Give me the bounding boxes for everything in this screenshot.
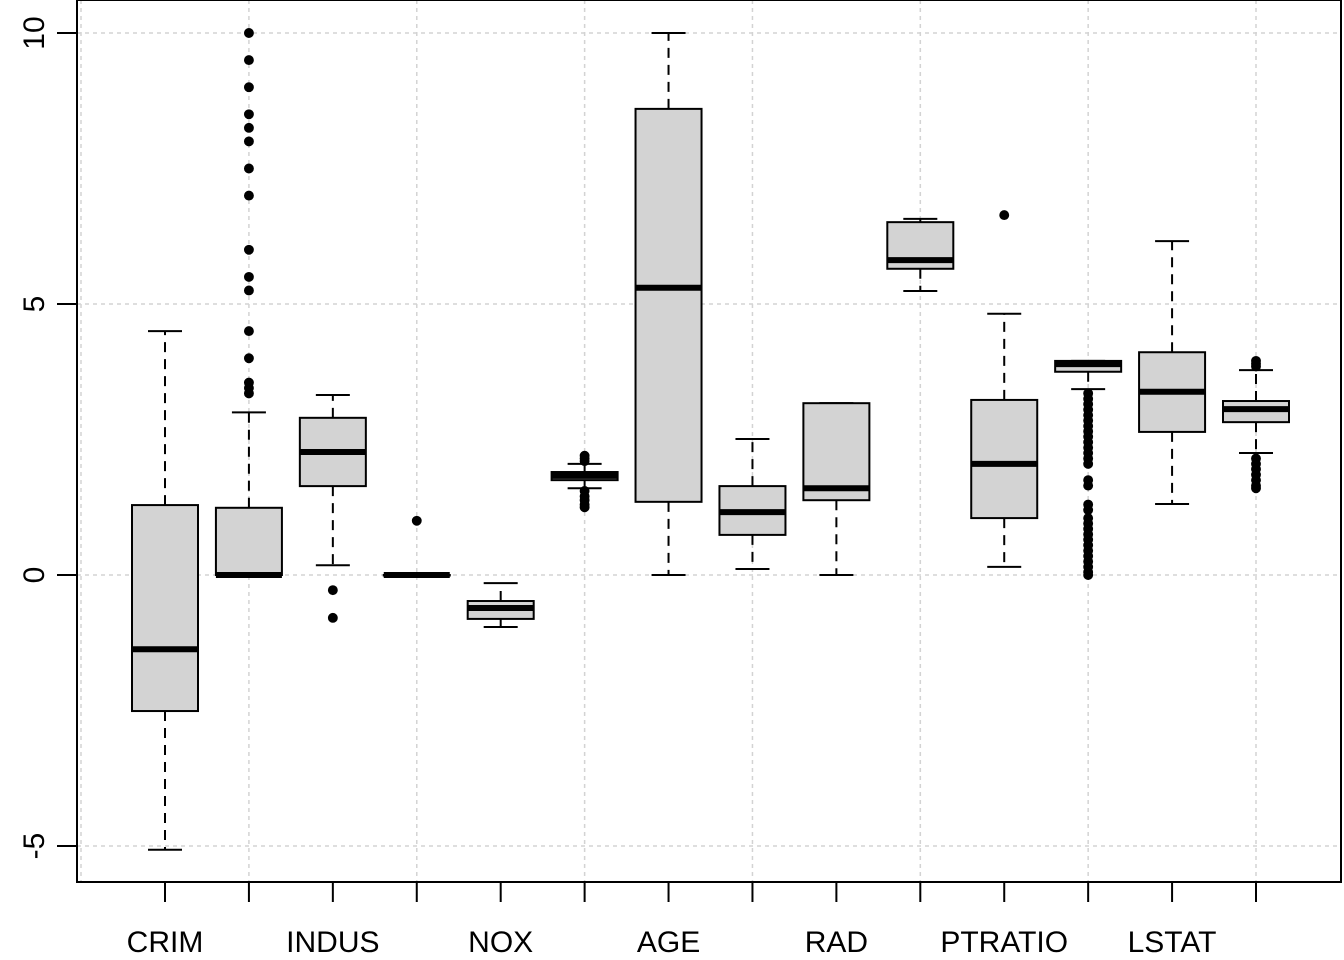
outlier-point	[243, 244, 254, 255]
y-tick-label: 5	[18, 296, 51, 313]
box-rad	[802, 402, 871, 576]
box-indus	[298, 394, 367, 623]
outlier-point	[579, 450, 590, 461]
grid	[77, 0, 1341, 882]
box-ptratio	[970, 210, 1039, 568]
x-tick-label: AGE	[637, 926, 700, 959]
box-lstat	[1138, 240, 1207, 505]
x-tick-label: RAD	[805, 926, 868, 959]
x-tick-label: LSTAT	[1128, 926, 1217, 959]
box-zn	[214, 28, 283, 578]
box-nox	[466, 582, 535, 629]
y-tick-label: 10	[18, 16, 51, 49]
outlier-point	[327, 612, 338, 623]
outlier-point	[243, 136, 254, 147]
outlier-point	[411, 515, 422, 526]
outlier-point	[243, 55, 254, 66]
box-crim	[131, 330, 199, 851]
outlier-point	[1083, 570, 1094, 580]
box-iqr	[131, 504, 199, 713]
box-chas	[382, 515, 451, 578]
box-iqr	[970, 398, 1039, 520]
outlier-point	[1251, 355, 1261, 366]
y-axis: -5 0 5 10	[18, 0, 78, 882]
box-age	[634, 32, 703, 576]
box-medv	[1222, 355, 1290, 494]
outlier-point	[999, 210, 1010, 221]
y-tick-label: 0	[18, 567, 51, 584]
box-iqr	[634, 107, 703, 503]
outlier-point	[243, 28, 254, 38]
x-tick-label: NOX	[468, 926, 533, 959]
outlier-point	[1083, 480, 1094, 491]
box-rm	[550, 450, 619, 513]
outlier-point	[243, 82, 254, 93]
box-iqr	[214, 506, 283, 576]
outlier-point	[327, 585, 338, 596]
outlier-point	[243, 388, 254, 399]
outlier-point	[243, 271, 254, 282]
plot-frame	[76, 0, 1342, 883]
outlier-point	[1251, 483, 1261, 494]
outlier-point	[243, 190, 254, 201]
x-tick-label: CRIM	[127, 926, 204, 959]
outlier-point	[243, 326, 254, 337]
box-dis	[718, 437, 787, 571]
outlier-point	[243, 163, 254, 174]
box-iqr	[802, 402, 871, 502]
y-tick-label: -5	[18, 833, 51, 860]
outlier-point	[1083, 505, 1094, 515]
x-axis: CRIM INDUS NOX AGE RAD PTRATIO LSTAT	[127, 882, 1257, 959]
outlier-point	[579, 502, 590, 513]
outlier-point	[243, 122, 254, 133]
outlier-point	[243, 285, 254, 296]
x-tick-label: PTRATIO	[940, 926, 1068, 959]
x-tick-label: INDUS	[286, 926, 379, 959]
boxes	[131, 28, 1290, 851]
outlier-point	[1083, 458, 1094, 469]
outlier-point	[243, 109, 254, 120]
outlier-point	[243, 353, 254, 364]
box-b	[1054, 359, 1123, 580]
box-tax	[886, 217, 955, 292]
